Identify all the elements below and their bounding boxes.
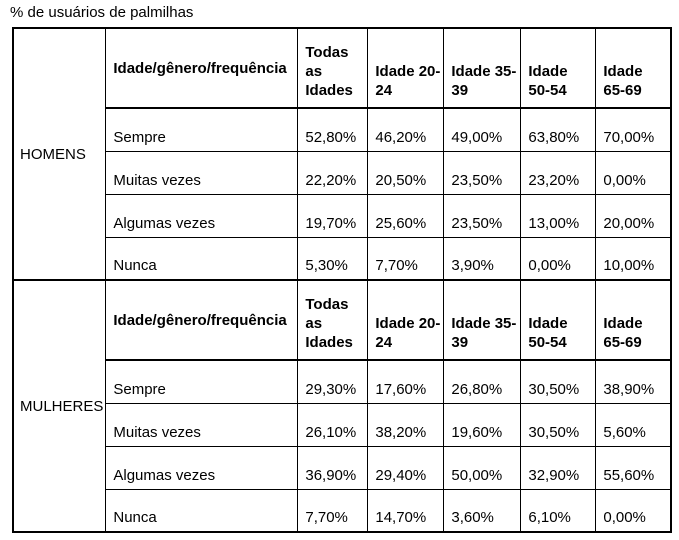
value-cell: 0,00% [520, 236, 597, 281]
value-cell: 13,00% [520, 193, 597, 238]
header-cell: Todas as Idades [297, 27, 369, 109]
value-cell: 36,90% [297, 445, 369, 490]
value-cell: 20,50% [367, 150, 445, 195]
value-cell: 52,80% [297, 107, 369, 152]
row-label-cell: Algumas vezes [105, 445, 299, 490]
value-cell: 5,30% [297, 236, 369, 281]
value-cell: 70,00% [595, 107, 672, 152]
value-cell: 38,20% [367, 402, 445, 447]
header-cell: Idade 35-39 [443, 27, 522, 109]
row-label-cell: Nunca [105, 488, 299, 533]
table-row: MULHERES Idade/gênero/frequência Todas a… [12, 279, 672, 533]
header-cell: Idade 35-39 [443, 279, 522, 361]
table-row: Algumas vezes 19,70% 25,60% 23,50% 13,00… [13, 193, 672, 238]
table-row: HOMENS Idade/gênero/frequência Todas as … [12, 27, 672, 281]
row-label-cell: Muitas vezes [105, 150, 299, 195]
table-row: Algumas vezes 36,90% 29,40% 50,00% 32,90… [13, 445, 672, 490]
value-cell: 20,00% [595, 193, 672, 238]
value-cell: 6,10% [520, 488, 597, 533]
row-label-cell: Sempre [105, 359, 299, 404]
row-label-cell: Algumas vezes [105, 193, 299, 238]
value-cell: 49,00% [443, 107, 522, 152]
header-cell: Idade 50-54 [520, 279, 597, 361]
value-cell: 50,00% [443, 445, 522, 490]
value-cell: 63,80% [520, 107, 597, 152]
header-cell: Todas as Idades [297, 279, 369, 361]
palmilhas-table: HOMENS Idade/gênero/frequência Todas as … [12, 27, 672, 533]
table-row: Sempre 52,80% 46,20% 49,00% 63,80% 70,00… [13, 107, 672, 152]
value-cell: 46,20% [367, 107, 445, 152]
group-label-mulheres: MULHERES [12, 279, 107, 533]
value-cell: 38,90% [595, 359, 672, 404]
value-cell: 19,70% [297, 193, 369, 238]
value-cell: 3,60% [443, 488, 522, 533]
value-cell: 10,00% [595, 236, 672, 281]
value-cell: 29,40% [367, 445, 445, 490]
header-cell: Idade/gênero/frequência [105, 279, 299, 361]
value-cell: 7,70% [297, 488, 369, 533]
value-cell: 17,60% [367, 359, 445, 404]
value-cell: 19,60% [443, 402, 522, 447]
header-cell: Idade 20-24 [367, 27, 445, 109]
header-cell: Idade 20-24 [367, 279, 445, 361]
value-cell: 0,00% [595, 488, 672, 533]
value-cell: 30,50% [520, 402, 597, 447]
header-cell: Idade 65-69 [595, 27, 672, 109]
table-row: Nunca 5,30% 7,70% 3,90% 0,00% 10,00% [13, 236, 672, 281]
value-cell: 26,10% [297, 402, 369, 447]
row-label-cell: Sempre [105, 107, 299, 152]
header-cell: Idade 50-54 [520, 27, 597, 109]
value-cell: 32,90% [520, 445, 597, 490]
value-cell: 26,80% [443, 359, 522, 404]
header-cell: Idade 65-69 [595, 279, 672, 361]
value-cell: 30,50% [520, 359, 597, 404]
value-cell: 29,30% [297, 359, 369, 404]
value-cell: 25,60% [367, 193, 445, 238]
row-label-cell: Muitas vezes [105, 402, 299, 447]
value-cell: 3,90% [443, 236, 522, 281]
value-cell: 14,70% [367, 488, 445, 533]
value-cell: 55,60% [595, 445, 672, 490]
table-row: Nunca 7,70% 14,70% 3,60% 6,10% 0,00% [13, 488, 672, 533]
table-row: Muitas vezes 26,10% 38,20% 19,60% 30,50%… [13, 402, 672, 447]
table-row: Muitas vezes 22,20% 20,50% 23,50% 23,20%… [13, 150, 672, 195]
value-cell: 5,60% [595, 402, 672, 447]
value-cell: 23,50% [443, 193, 522, 238]
table-row: Sempre 29,30% 17,60% 26,80% 30,50% 38,90… [13, 359, 672, 404]
value-cell: 23,50% [443, 150, 522, 195]
value-cell: 23,20% [520, 150, 597, 195]
value-cell: 0,00% [595, 150, 672, 195]
value-cell: 7,70% [367, 236, 445, 281]
row-label-cell: Nunca [105, 236, 299, 281]
header-cell: Idade/gênero/frequência [105, 27, 299, 109]
table-title: % de usuários de palmilhas [10, 4, 194, 21]
value-cell: 22,20% [297, 150, 369, 195]
group-label-homens: HOMENS [12, 27, 107, 281]
